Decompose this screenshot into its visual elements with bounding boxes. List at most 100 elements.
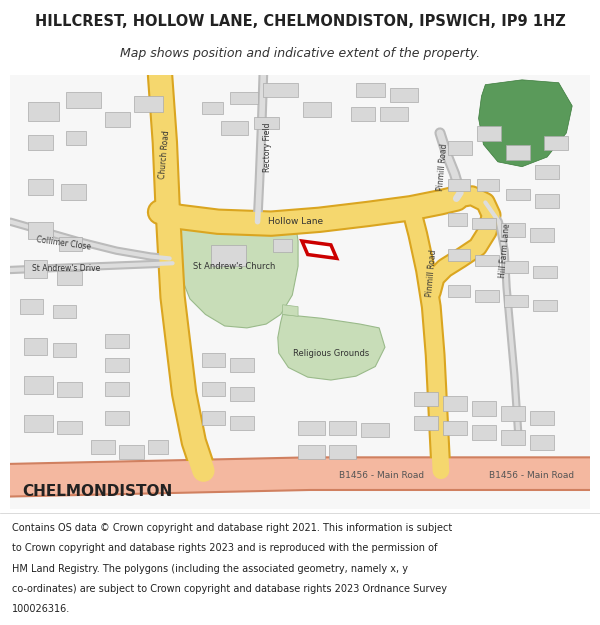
Polygon shape (356, 82, 385, 98)
Polygon shape (57, 382, 82, 398)
Polygon shape (221, 121, 248, 135)
Polygon shape (105, 358, 129, 372)
Polygon shape (20, 299, 43, 314)
Polygon shape (91, 440, 115, 454)
Polygon shape (476, 179, 499, 191)
Text: Pinmill Road: Pinmill Road (425, 249, 438, 297)
Polygon shape (24, 338, 47, 355)
Polygon shape (361, 422, 389, 437)
Polygon shape (24, 261, 47, 278)
Text: Hollow Lane: Hollow Lane (268, 217, 323, 226)
Text: St Andrew's Drive: St Andrew's Drive (32, 264, 101, 272)
Text: Hill Farm Lane: Hill Farm Lane (498, 223, 512, 278)
Polygon shape (105, 334, 129, 348)
Text: HM Land Registry. The polygons (including the associated geometry, namely x, y: HM Land Registry. The polygons (includin… (12, 564, 408, 574)
Text: St Andrew's Church: St Andrew's Church (193, 262, 275, 271)
Polygon shape (230, 416, 254, 430)
Polygon shape (283, 305, 298, 316)
Polygon shape (148, 440, 168, 454)
Polygon shape (530, 411, 554, 426)
Polygon shape (119, 445, 143, 459)
Polygon shape (472, 218, 496, 229)
Polygon shape (53, 343, 76, 357)
Polygon shape (506, 146, 530, 160)
Polygon shape (329, 421, 356, 435)
Text: 100026316.: 100026316. (12, 604, 70, 614)
Polygon shape (302, 241, 337, 258)
Polygon shape (530, 228, 554, 242)
Polygon shape (448, 286, 470, 297)
Polygon shape (105, 112, 130, 127)
Polygon shape (24, 376, 53, 394)
Polygon shape (105, 411, 129, 426)
Polygon shape (501, 406, 525, 421)
Polygon shape (329, 445, 356, 459)
Polygon shape (230, 92, 257, 104)
Text: to Crown copyright and database rights 2023 and is reproduced with the permissio: to Crown copyright and database rights 2… (12, 544, 437, 554)
Polygon shape (303, 102, 331, 116)
Polygon shape (105, 382, 129, 396)
Polygon shape (443, 421, 467, 435)
Text: Church Road: Church Road (158, 129, 172, 179)
Polygon shape (57, 421, 82, 434)
Polygon shape (298, 445, 325, 459)
Polygon shape (448, 141, 472, 155)
Polygon shape (28, 222, 53, 239)
Polygon shape (472, 401, 496, 416)
Polygon shape (448, 249, 470, 261)
Polygon shape (414, 416, 438, 430)
Polygon shape (298, 421, 325, 435)
Polygon shape (202, 411, 225, 426)
Polygon shape (28, 179, 53, 195)
Polygon shape (28, 102, 59, 121)
Polygon shape (202, 102, 223, 114)
Polygon shape (202, 382, 225, 396)
Polygon shape (443, 396, 467, 411)
Text: Map shows position and indicative extent of the property.: Map shows position and indicative extent… (120, 48, 480, 61)
Text: Rectory Field: Rectory Field (263, 122, 272, 172)
Polygon shape (53, 305, 76, 318)
Polygon shape (134, 96, 163, 112)
Polygon shape (263, 82, 298, 98)
Text: Religious Grounds: Religious Grounds (293, 349, 369, 358)
Polygon shape (448, 179, 470, 191)
Polygon shape (479, 80, 572, 167)
Polygon shape (501, 222, 525, 237)
Polygon shape (176, 215, 298, 328)
Text: HILLCREST, HOLLOW LANE, CHELMONDISTON, IPSWICH, IP9 1HZ: HILLCREST, HOLLOW LANE, CHELMONDISTON, I… (35, 14, 565, 29)
Polygon shape (273, 239, 292, 252)
Text: Pinmill Road: Pinmill Road (436, 142, 449, 191)
Polygon shape (61, 184, 86, 201)
Polygon shape (254, 116, 279, 129)
Polygon shape (530, 435, 554, 449)
Polygon shape (67, 131, 86, 146)
Polygon shape (390, 88, 418, 102)
Polygon shape (544, 136, 568, 150)
Polygon shape (67, 92, 101, 108)
Polygon shape (28, 135, 53, 150)
Polygon shape (503, 295, 528, 307)
Polygon shape (472, 426, 496, 440)
Polygon shape (380, 107, 408, 121)
Polygon shape (414, 392, 438, 406)
Polygon shape (230, 387, 254, 401)
Text: Collimer Close: Collimer Close (35, 234, 91, 251)
Text: CHELMONDISTON: CHELMONDISTON (22, 484, 172, 499)
Polygon shape (535, 194, 559, 208)
Polygon shape (475, 290, 499, 302)
Text: B1456 - Main Road: B1456 - Main Road (489, 471, 574, 480)
Text: B1456 - Main Road: B1456 - Main Road (340, 471, 425, 480)
Polygon shape (351, 107, 375, 121)
Polygon shape (533, 300, 557, 311)
Polygon shape (533, 266, 557, 278)
Polygon shape (475, 254, 499, 266)
Polygon shape (230, 358, 254, 372)
Polygon shape (503, 261, 528, 273)
Text: co-ordinates) are subject to Crown copyright and database rights 2023 Ordnance S: co-ordinates) are subject to Crown copyr… (12, 584, 447, 594)
Polygon shape (506, 189, 530, 201)
Polygon shape (24, 415, 53, 432)
Polygon shape (59, 237, 82, 251)
Polygon shape (202, 353, 225, 367)
Polygon shape (501, 430, 525, 445)
Polygon shape (535, 165, 559, 179)
